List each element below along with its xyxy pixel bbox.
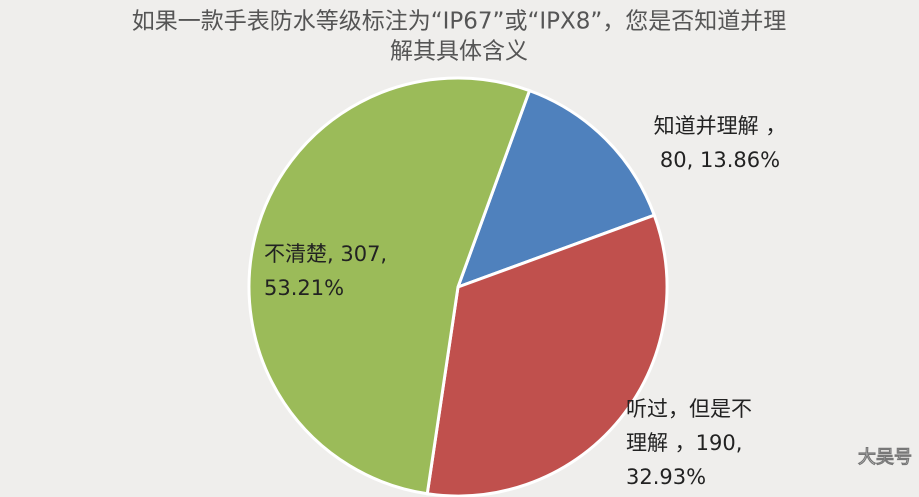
watermark: 大吴号 [858, 446, 912, 468]
data-label: 知道并理解 ， [654, 114, 787, 138]
pie [247, 76, 669, 497]
data-label: 53.21% [264, 276, 344, 300]
data-label: 听过，但是不 [626, 397, 752, 421]
data-label: 32.93% [626, 465, 706, 489]
pie-slice [455, 88, 657, 290]
pie-slice [425, 213, 669, 497]
chart-title: 解其具体含义 [390, 39, 528, 65]
data-label: 理解 ，190, [626, 431, 742, 455]
chart-title: 如果一款手表防水等级标注为“IP67”或“IPX8”，您是否知道并理 [132, 9, 787, 35]
data-label: 80, 13.86% [660, 148, 780, 172]
data-label: 不清楚, 307, [264, 242, 387, 266]
pie-slice [247, 76, 532, 496]
